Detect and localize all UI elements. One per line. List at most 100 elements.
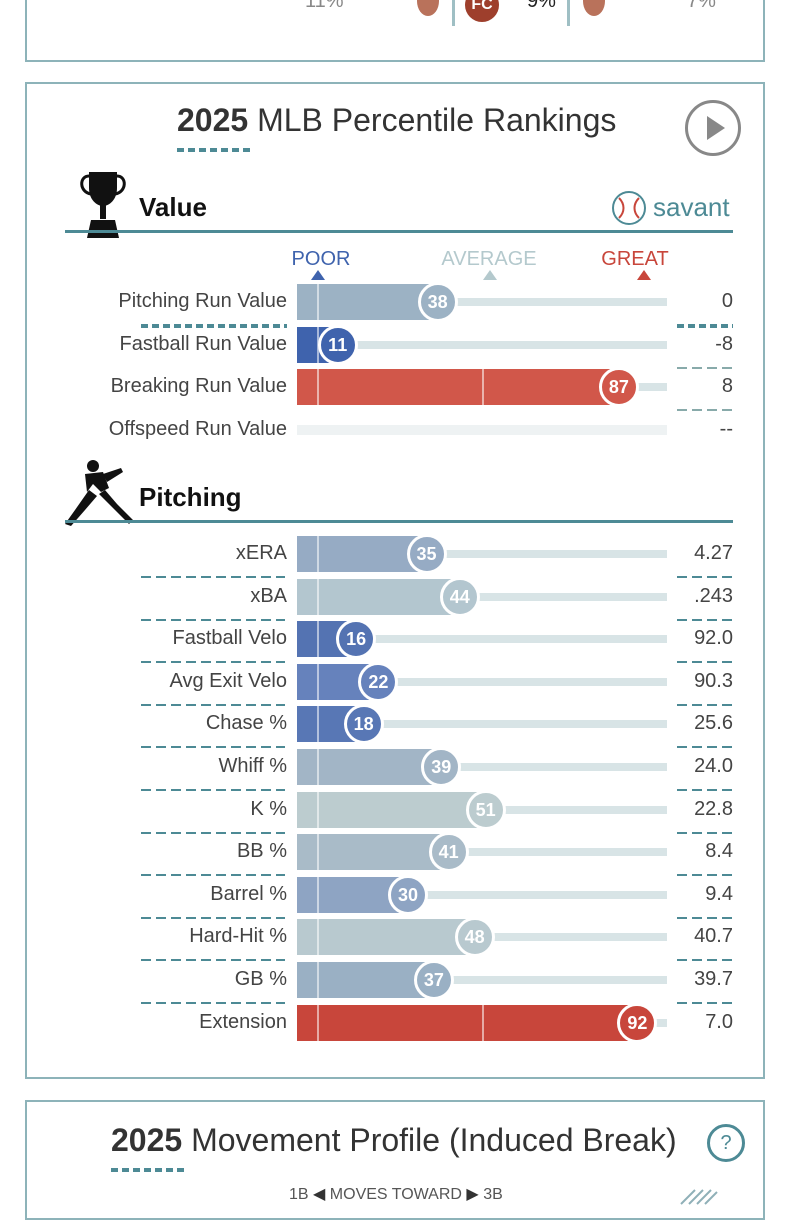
percentile-circle: 30 xyxy=(388,874,428,915)
baseball-icon xyxy=(612,191,646,225)
percentile-bar xyxy=(297,1004,638,1041)
percentile-circle: 48 xyxy=(454,917,495,958)
divider xyxy=(567,0,570,26)
arrow-left-icon: ◀ xyxy=(313,1186,326,1203)
pitching-section-line xyxy=(65,520,733,523)
row-label: Breaking Run Value xyxy=(110,375,287,398)
row-separator xyxy=(141,916,285,919)
row-label: Barrel % xyxy=(210,882,287,905)
title-text: MLB Percentile Rankings xyxy=(248,102,617,138)
row-track xyxy=(297,720,667,729)
row-value: 24.0 xyxy=(694,755,733,777)
row-label: Extension xyxy=(199,1010,287,1033)
help-button[interactable]: ? xyxy=(707,1124,745,1162)
grid-tick xyxy=(317,284,320,320)
trophy-icon xyxy=(80,172,126,238)
row-value: 40.7 xyxy=(694,925,733,948)
grid-tick xyxy=(317,578,320,615)
row-label: Avg Exit Velo xyxy=(169,669,287,692)
grid-tick xyxy=(317,536,320,572)
average-arrow-icon xyxy=(483,270,497,280)
row-separator xyxy=(677,959,733,962)
pitch-pct-mid: 9% xyxy=(527,0,556,12)
grid-tick xyxy=(317,706,320,743)
divider xyxy=(452,0,455,26)
poor-arrow-icon xyxy=(311,270,325,280)
arrow-right-icon: ▶ xyxy=(466,1186,479,1203)
row-track xyxy=(297,550,667,558)
row-separator xyxy=(677,703,733,706)
row-separator xyxy=(677,661,733,664)
row-value: -- xyxy=(719,417,733,440)
percentile-circle: 51 xyxy=(465,789,506,830)
pitching-section-title: Pitching xyxy=(139,482,242,512)
row-track xyxy=(297,340,667,349)
grid-tick xyxy=(317,621,320,658)
row-label: Offspeed Run Value xyxy=(108,417,287,440)
movement-title: 2025 Movement Profile (Induced Break) xyxy=(111,1122,677,1159)
row-value: 22.8 xyxy=(694,797,733,820)
row-separator xyxy=(141,789,285,791)
row-label: Fastball Velo xyxy=(172,627,287,650)
scale-great: GREAT xyxy=(601,248,669,270)
great-arrow-icon xyxy=(637,270,651,280)
pitcher-icon xyxy=(65,460,133,526)
row-track xyxy=(297,763,667,771)
row-separator xyxy=(677,916,733,919)
row-separator xyxy=(677,789,733,791)
row-separator xyxy=(677,1002,733,1004)
percentile-circle: 16 xyxy=(336,619,377,660)
savant-brand[interactable]: savant xyxy=(653,192,730,222)
row-value: 4.27 xyxy=(694,542,733,564)
percentile-circle: 87 xyxy=(598,367,639,408)
percentile-bar xyxy=(297,791,486,828)
row-track xyxy=(297,677,667,686)
row-track xyxy=(297,635,667,644)
row-value: 39.7 xyxy=(694,968,733,990)
row-value: 8 xyxy=(721,375,733,398)
scale-average: AVERAGE xyxy=(441,248,537,270)
percentile-circle: 92 xyxy=(617,1002,658,1043)
row-value: -8 xyxy=(715,332,733,355)
play-icon xyxy=(707,116,725,140)
row-separator xyxy=(677,746,733,749)
row-value: 90.3 xyxy=(694,669,733,692)
row-label: Hard-Hit % xyxy=(189,925,287,948)
row-separator xyxy=(141,576,285,578)
row-separator xyxy=(677,618,733,621)
grid-tick xyxy=(317,834,320,871)
title-year: 2025 xyxy=(177,102,249,138)
percentile-circle: 41 xyxy=(428,832,469,873)
row-separator xyxy=(141,746,285,749)
row-label: xERA xyxy=(235,542,287,564)
grid-tick xyxy=(317,876,320,913)
axis-right-label: 3B xyxy=(483,1186,503,1203)
value-section-line xyxy=(65,230,733,233)
grid-tick xyxy=(317,962,320,998)
percentile-bar xyxy=(297,919,475,956)
row-value: 7.0 xyxy=(705,1010,733,1033)
row-label: Fastball Run Value xyxy=(119,332,288,355)
panel-title: 2025 MLB Percentile Rankings xyxy=(177,102,616,139)
axis-mid-label: MOVES TOWARD xyxy=(329,1186,462,1203)
row-value: 0 xyxy=(721,290,733,312)
percentile-rankings-card: 2025 MLB Percentile Rankings Value savan… xyxy=(25,82,765,1079)
percentile-bar xyxy=(297,369,619,406)
pitch-mix-card: 11% FC 9% 7% xyxy=(25,0,765,62)
fc-badge: FC xyxy=(465,0,499,22)
row-track xyxy=(297,592,667,601)
movement-title-year: 2025 xyxy=(111,1122,183,1158)
row-separator xyxy=(677,409,733,412)
row-separator xyxy=(141,959,285,962)
pitch-pct-left: 11% xyxy=(305,0,344,12)
grid-tick xyxy=(482,369,484,406)
percentile-circle: 18 xyxy=(343,704,384,745)
percentile-bar xyxy=(297,834,449,871)
row-value: 92.0 xyxy=(694,627,733,650)
percentile-bar xyxy=(297,962,434,998)
row-separator xyxy=(141,831,285,834)
percentile-bar xyxy=(297,749,442,785)
play-button[interactable] xyxy=(685,100,741,156)
row-label: xBA xyxy=(250,584,287,607)
movement-title-text: Movement Profile (Induced Break) xyxy=(182,1122,677,1158)
